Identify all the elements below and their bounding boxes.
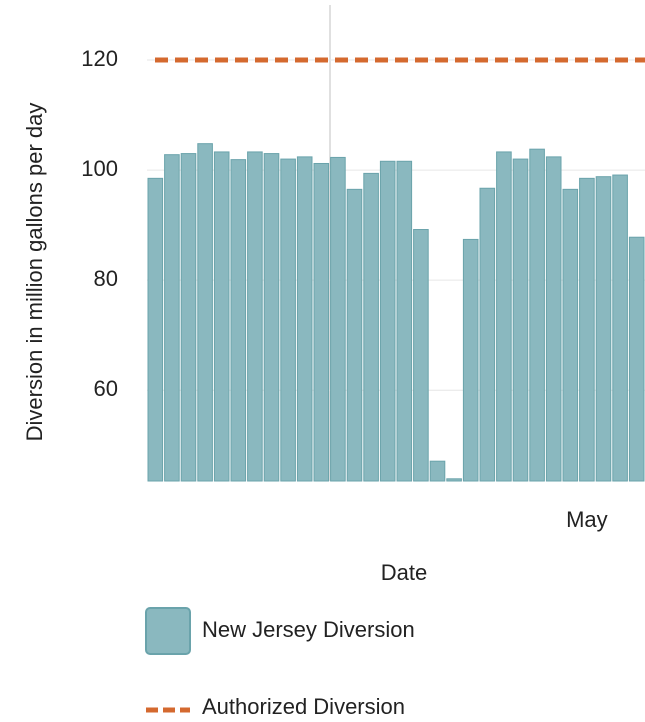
bar (147, 177, 164, 482)
bar (263, 153, 280, 482)
bar (379, 160, 396, 482)
y-tick-label: 100 (81, 156, 118, 181)
bar (446, 478, 462, 482)
legend-swatch (145, 607, 191, 655)
y-tick-label: 80 (94, 266, 118, 291)
bar (296, 156, 313, 482)
bar (313, 162, 330, 482)
y-axis-label: Diversion in million gallons per day (22, 103, 47, 442)
legend-label: Authorized Diversion (202, 694, 405, 719)
bar (545, 156, 562, 482)
bar (512, 158, 529, 482)
bar (280, 158, 296, 482)
bar (595, 176, 612, 482)
bar (230, 159, 247, 482)
bar (462, 238, 479, 482)
y-tick-label: 120 (81, 46, 118, 71)
bar (180, 153, 197, 482)
x-tick-label: May (566, 507, 608, 532)
bar (197, 143, 213, 482)
bar (612, 174, 628, 482)
bar (413, 229, 429, 482)
x-axis-label: Date (381, 560, 427, 585)
bar (628, 236, 645, 482)
bar (579, 177, 595, 482)
legend-label: New Jersey Diversion (202, 617, 415, 642)
bar (429, 460, 446, 482)
bar (213, 151, 230, 482)
bar (247, 151, 263, 482)
bar (330, 156, 346, 482)
bar (562, 188, 579, 482)
y-tick-label: 60 (94, 376, 118, 401)
bar (164, 154, 180, 482)
bar (529, 148, 545, 482)
bar (346, 188, 363, 482)
bar (496, 151, 512, 482)
bar (363, 172, 379, 482)
bar (396, 160, 413, 482)
bar (479, 187, 496, 482)
